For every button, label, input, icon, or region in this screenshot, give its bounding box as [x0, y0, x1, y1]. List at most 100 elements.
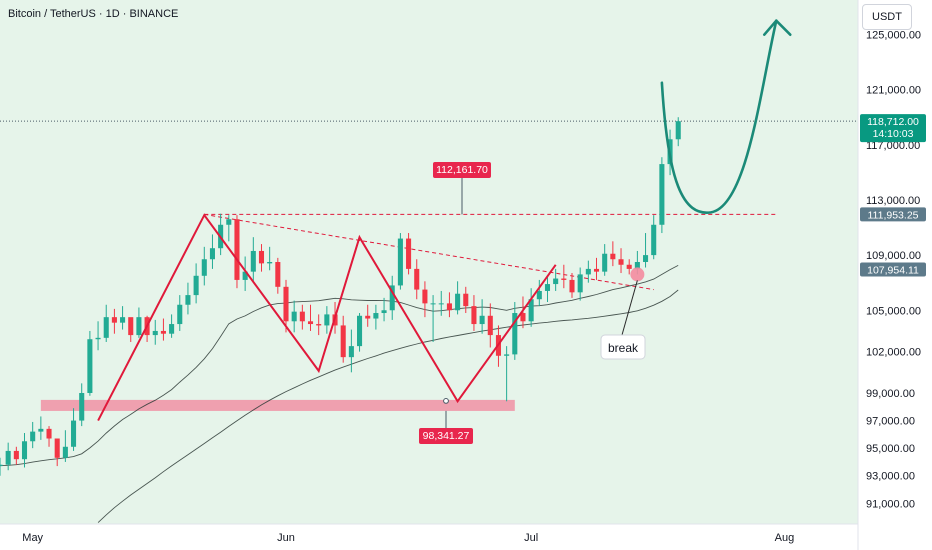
candle — [258, 244, 265, 272]
candle-body — [544, 284, 551, 291]
chart-title: Bitcoin / TetherUS · 1D · BINANCE — [8, 8, 179, 20]
candle — [643, 233, 649, 268]
candle-body — [275, 262, 281, 287]
break-callout: break — [600, 334, 646, 360]
candle — [553, 268, 559, 291]
candle-body — [160, 330, 166, 334]
candle-body — [414, 268, 420, 290]
candle — [438, 290, 444, 316]
candle-body — [226, 219, 232, 225]
candle — [593, 257, 600, 280]
candle — [21, 432, 28, 468]
y-tick-label: 97,000.00 — [866, 416, 915, 428]
candle-body — [561, 278, 567, 280]
candle — [79, 383, 85, 427]
y-tick-label: 93,000.00 — [866, 471, 915, 483]
candle-body — [512, 313, 518, 355]
candle-body — [291, 311, 297, 322]
candle — [177, 295, 183, 331]
candle-body — [340, 325, 346, 358]
candle — [136, 307, 142, 338]
candle — [54, 438, 60, 467]
candle-body — [577, 274, 583, 293]
candle-body — [569, 279, 575, 293]
neckline-label-text: 112,161.70 — [436, 164, 488, 176]
candle — [618, 248, 624, 274]
candle-body — [54, 438, 60, 458]
candle — [659, 157, 665, 234]
candle — [626, 259, 632, 275]
ma-price-badge: 107,954.11 — [860, 262, 926, 277]
candle-body — [626, 264, 632, 269]
ma-line-ma-20 — [0, 265, 679, 467]
x-tick-label: Jun — [277, 532, 295, 544]
candle — [463, 286, 469, 314]
break-callout-text: break — [608, 341, 639, 355]
candle — [275, 257, 281, 294]
candle — [111, 308, 117, 334]
candle — [544, 275, 551, 302]
candle-body — [593, 268, 600, 272]
candle-body — [348, 346, 354, 358]
candle-body — [62, 446, 68, 458]
candle — [128, 317, 134, 342]
candle — [446, 292, 452, 318]
candle-body — [455, 293, 461, 311]
candle-body — [487, 315, 493, 336]
candle — [87, 330, 93, 396]
candle-body — [618, 259, 624, 265]
y-tick-label: 125,000.00 — [866, 29, 921, 41]
candle-body — [21, 441, 28, 460]
neckline-price-badge-text: 111,953.25 — [868, 209, 919, 221]
candle — [528, 288, 534, 327]
candle-body — [267, 262, 273, 264]
candle-body — [324, 314, 330, 326]
candle — [585, 260, 591, 283]
candle-body — [209, 248, 215, 260]
candle — [71, 408, 77, 451]
candle — [340, 315, 346, 363]
candle — [455, 281, 461, 315]
candle — [226, 215, 232, 242]
candle — [397, 233, 403, 290]
candle — [577, 267, 583, 301]
candle-body — [201, 259, 207, 276]
candle-body — [610, 253, 616, 260]
ma-price-badge-bg — [860, 262, 926, 277]
x-tick-label: Aug — [775, 532, 795, 544]
candle — [38, 416, 44, 440]
break-marker — [630, 267, 645, 282]
y-tick-label: 113,000.00 — [866, 195, 920, 207]
candle-body — [46, 428, 52, 439]
candle — [13, 446, 19, 465]
candle — [357, 313, 363, 352]
candle — [651, 215, 657, 260]
pattern-zigzag — [97, 213, 557, 422]
currency-button[interactable]: USDT — [862, 4, 912, 30]
candle-body — [95, 337, 101, 340]
candle-body — [13, 450, 19, 460]
candle — [561, 264, 567, 289]
candle-body — [520, 313, 526, 322]
neckline-label: 112,161.70 — [433, 162, 491, 178]
candle-body — [283, 286, 289, 322]
candle-body — [389, 285, 395, 311]
candle-body — [446, 303, 452, 311]
candle — [422, 281, 428, 318]
candle — [365, 304, 371, 327]
candle — [201, 246, 207, 286]
support-label-text: 98,341.27 — [423, 430, 470, 442]
candle — [291, 300, 297, 333]
ma-line-ma-50 — [97, 289, 679, 523]
candle-body — [0, 464, 3, 467]
candle-body — [381, 310, 387, 314]
candle — [324, 306, 330, 334]
candle-body — [38, 428, 44, 432]
neckline-price-badge-bg — [860, 207, 926, 222]
candle — [610, 241, 616, 267]
support-label: 98,341.27 — [419, 428, 473, 444]
y-tick-label: 91,000.00 — [866, 498, 915, 510]
candle-body — [373, 313, 379, 319]
